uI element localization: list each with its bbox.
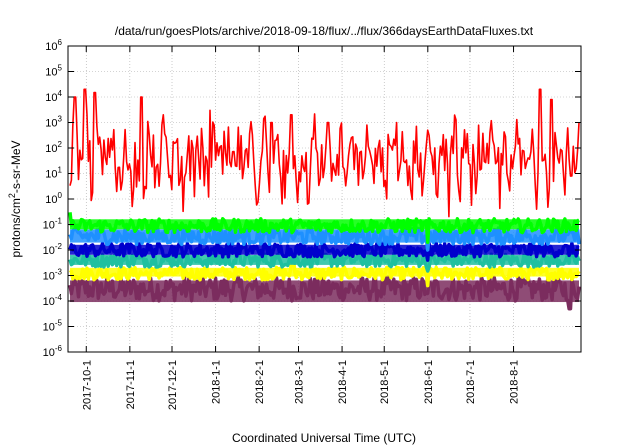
y-tick-exponent: -5 xyxy=(55,319,63,328)
series-band xyxy=(70,280,579,303)
y-tick-base: 10 xyxy=(43,296,55,308)
y-label-prefix: protons/cm xyxy=(9,198,23,257)
x-tick-label: 2018-1-1 xyxy=(211,360,223,404)
x-tick-label: 2017-12-1 xyxy=(167,360,179,410)
series-band xyxy=(70,219,579,230)
y-tick-exponent: 6 xyxy=(58,38,63,47)
y-tick-base: 10 xyxy=(45,67,57,79)
x-axis-label: Coordinated Universal Time (UTC) xyxy=(232,431,416,445)
y-tick-label: 10-6 xyxy=(43,344,63,359)
y-tick-label: 10-2 xyxy=(43,242,63,257)
y-tick-base: 10 xyxy=(43,322,55,334)
y-tick-label: 102 xyxy=(45,140,62,155)
y-tick-exponent: -3 xyxy=(55,268,63,277)
y-tick-label: 10-1 xyxy=(43,217,63,232)
y-tick-label: 10-4 xyxy=(43,293,63,308)
y-tick-exponent: -2 xyxy=(55,242,63,251)
x-tick-label: 2018-5-1 xyxy=(379,360,391,404)
plot-frame xyxy=(67,45,582,353)
y-tick-label: 10-5 xyxy=(43,319,63,334)
x-axis-ticks: 2017-10-1 2017-11-1 2017-12-1 2018-1-1 2018-… xyxy=(81,46,521,410)
y-tick-label: 104 xyxy=(45,89,62,104)
y-tick-label: 106 xyxy=(45,38,62,53)
y-tick-label: 103 xyxy=(45,115,62,130)
series-band xyxy=(70,244,579,255)
x-tick-label: 2018-2-1 xyxy=(254,360,266,404)
y-tick-base: 10 xyxy=(45,92,57,104)
y-tick-base: 10 xyxy=(43,220,55,232)
x-tick-label: 2017-11-1 xyxy=(125,360,137,409)
grid-lines xyxy=(68,46,581,352)
y-tick-exponent: -6 xyxy=(55,344,63,353)
y-tick-exponent: -1 xyxy=(55,217,63,226)
x-tick-label: 2018-6-1 xyxy=(423,360,435,404)
series-line xyxy=(69,88,580,218)
y-label-suffix: -s-sr-MeV xyxy=(9,140,23,193)
y-tick-label: 10-3 xyxy=(43,268,63,283)
y-tick-base: 10 xyxy=(43,245,55,257)
x-tick-label: 2018-7-1 xyxy=(465,360,477,404)
x-tick-label: 2017-10-1 xyxy=(81,360,93,410)
x-tick-label: 2018-3-1 xyxy=(293,360,305,404)
y-label-superscript: 2 xyxy=(7,193,17,198)
y-tick-exponent: 0 xyxy=(58,191,63,200)
y-tick-exponent: -4 xyxy=(55,293,63,302)
y-tick-label: 105 xyxy=(45,64,62,79)
y-tick-base: 10 xyxy=(45,169,57,181)
y-tick-base: 10 xyxy=(43,271,55,283)
y-tick-base: 10 xyxy=(45,41,57,53)
series-band xyxy=(70,267,579,277)
x-tick-label: 2018-8-1 xyxy=(509,360,521,404)
y-axis-label: protons/cm2-s-sr-MeV xyxy=(7,140,23,257)
data-series xyxy=(68,88,581,311)
series-band xyxy=(70,254,579,265)
y-tick-label: 101 xyxy=(45,166,62,181)
y-tick-base: 10 xyxy=(45,194,57,206)
y-tick-base: 10 xyxy=(45,143,57,155)
y-tick-label: 100 xyxy=(45,191,62,206)
y-tick-exponent: 4 xyxy=(58,89,63,98)
y-tick-exponent: 5 xyxy=(58,64,63,73)
y-tick-exponent: 3 xyxy=(58,115,63,124)
y-tick-base: 10 xyxy=(45,118,57,130)
y-tick-base: 10 xyxy=(43,347,55,359)
y-axis-ticks: 10-610-510-410-310-210-11001011021031041… xyxy=(43,38,581,359)
y-tick-exponent: 2 xyxy=(58,140,63,149)
y-tick-exponent: 1 xyxy=(58,166,63,175)
chart-title: /data/run/goesPlots/archive/2018-09-18/f… xyxy=(115,24,534,38)
x-tick-label: 2018-4-1 xyxy=(337,360,349,404)
